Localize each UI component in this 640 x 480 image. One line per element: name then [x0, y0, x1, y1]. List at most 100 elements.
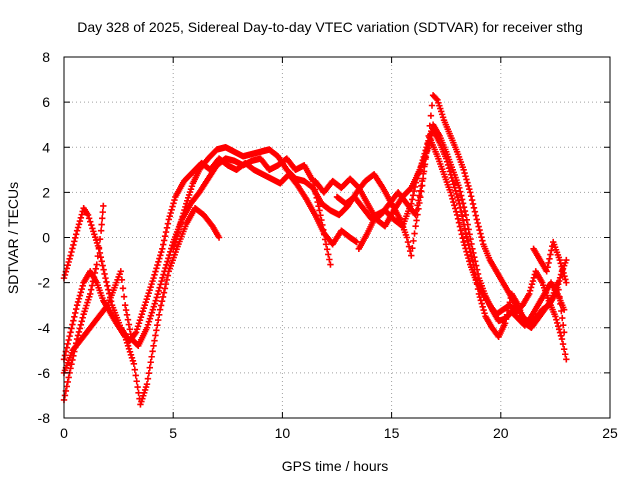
data-point	[447, 171, 455, 178]
data-point	[558, 263, 565, 270]
data-point	[119, 285, 127, 292]
data-point	[79, 282, 86, 290]
series-track-7	[333, 126, 568, 340]
data-point	[171, 239, 179, 246]
data-point	[563, 279, 570, 286]
data-point	[144, 292, 151, 300]
data-point	[98, 258, 105, 265]
data-point	[64, 378, 71, 386]
data-point	[164, 220, 172, 227]
data-point	[74, 332, 82, 339]
data-point	[149, 277, 156, 285]
data-point	[148, 353, 155, 360]
data-point	[166, 213, 173, 220]
data-point	[318, 216, 325, 224]
data-point	[544, 263, 551, 271]
data-point	[94, 252, 102, 260]
data-point	[416, 192, 423, 199]
data-point	[449, 195, 456, 203]
data-point	[165, 216, 173, 223]
data-point	[164, 258, 171, 265]
data-point	[543, 268, 550, 275]
data-point	[151, 271, 158, 279]
data-point	[75, 295, 83, 302]
data-point	[162, 264, 169, 272]
data-point	[177, 219, 184, 227]
data-point	[155, 287, 162, 295]
data-point	[474, 219, 481, 227]
data-point	[327, 261, 334, 268]
y-tick-label: 6	[42, 94, 50, 110]
data-point	[99, 262, 106, 269]
data-point	[72, 234, 79, 242]
data-point	[415, 197, 422, 204]
data-point	[558, 307, 565, 315]
data-point	[87, 286, 95, 293]
data-point	[152, 297, 159, 304]
data-point	[556, 256, 563, 264]
data-point	[408, 200, 415, 207]
data-point	[78, 285, 85, 293]
data-point	[135, 320, 143, 327]
y-tick-label: 8	[42, 49, 50, 65]
data-point	[167, 209, 174, 217]
x-tick-label: 20	[493, 425, 509, 441]
data-point	[164, 272, 172, 279]
data-point	[443, 155, 450, 162]
data-point	[88, 221, 95, 229]
data-point	[561, 272, 568, 280]
data-point	[61, 352, 69, 359]
data-point	[136, 317, 144, 324]
data-point	[129, 357, 137, 365]
data-point	[97, 227, 105, 234]
data-point	[117, 268, 124, 275]
data-point	[174, 229, 182, 236]
data-point	[132, 329, 140, 336]
data-point	[137, 314, 145, 321]
data-point	[157, 281, 164, 288]
data-point	[180, 210, 187, 217]
data-point	[450, 198, 457, 206]
data-point	[452, 187, 459, 194]
x-tick-label: 5	[169, 425, 177, 441]
data-point	[153, 294, 160, 301]
data-point	[98, 221, 105, 228]
data-point	[147, 359, 154, 366]
data-point	[466, 185, 473, 193]
data-point	[462, 229, 470, 237]
data-point	[458, 196, 466, 203]
data-point	[420, 170, 427, 177]
data-point	[74, 224, 82, 231]
data-point	[155, 258, 162, 266]
data-point	[453, 190, 460, 198]
data-point	[527, 284, 535, 291]
data-point	[91, 269, 99, 277]
data-point	[124, 342, 132, 349]
data-point	[170, 200, 177, 207]
data-point	[558, 335, 566, 343]
data-point	[143, 324, 151, 331]
data-point	[132, 372, 139, 379]
data-point	[552, 313, 559, 320]
data-point	[555, 326, 563, 333]
data-point	[404, 238, 412, 246]
data-point	[118, 276, 126, 284]
data-point	[413, 206, 420, 214]
data-point	[76, 217, 84, 225]
data-point	[554, 319, 561, 327]
data-point	[464, 251, 471, 259]
data-point	[61, 392, 69, 399]
x-tick-label: 15	[384, 425, 400, 441]
data-point	[453, 211, 461, 219]
data-point	[478, 300, 485, 307]
x-axis-label: GPS time / hours	[282, 458, 389, 474]
data-point	[413, 217, 420, 224]
data-point	[156, 255, 163, 262]
data-point	[165, 255, 172, 262]
data-point	[147, 312, 155, 319]
x-tick-label: 0	[60, 425, 68, 441]
data-point	[411, 183, 419, 191]
data-point	[418, 177, 426, 185]
data-point	[154, 290, 161, 298]
